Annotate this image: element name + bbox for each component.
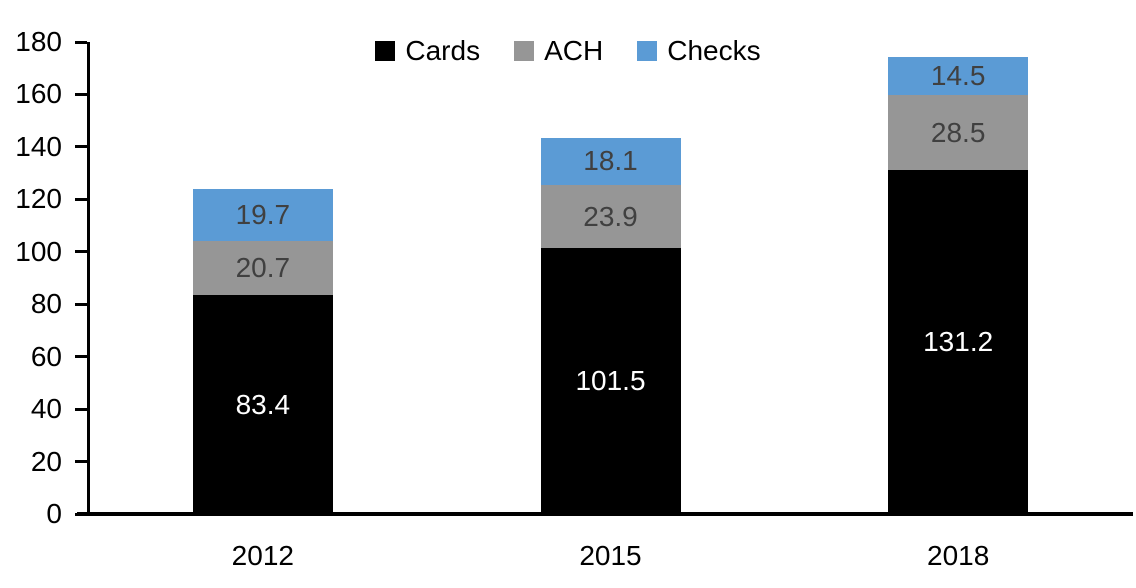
legend-label: Checks (667, 35, 761, 66)
bar-value-label: 101.5 (575, 364, 646, 396)
y-axis-tick-label: 100 (15, 235, 62, 267)
y-axis-tick (75, 355, 87, 359)
legend-marker-icon (375, 41, 396, 61)
x-axis-line (77, 512, 1133, 516)
bar-value-label: 23.9 (583, 200, 638, 232)
y-axis-tick-label: 0 (46, 498, 62, 529)
y-axis-tick-label: 160 (15, 78, 62, 110)
legend-item-ach: ACH (514, 37, 603, 65)
y-axis-tick-label: 60 (30, 340, 62, 372)
y-axis-tick (75, 92, 87, 96)
bar-value-label: 28.5 (930, 116, 986, 148)
y-axis-tick (75, 460, 87, 464)
x-axis-category-label: 2018 (927, 540, 990, 571)
bar-segment-ach-2015: 23.9 (540, 185, 681, 248)
bar-segment-cards-2015: 101.5 (540, 247, 681, 514)
bar-value-label: 83.4 (235, 388, 291, 420)
y-axis-tick (75, 250, 87, 254)
y-axis-tick-label: 40 (30, 393, 62, 425)
y-axis-tick-label: 180 (15, 26, 62, 57)
y-axis-tick (75, 512, 87, 516)
legend-item-checks: Checks (637, 35, 761, 66)
bar-segment-ach-2018: 28.5 (888, 95, 1029, 170)
bar-segment-cards-2018: 131.2 (888, 169, 1029, 514)
x-axis-category-label: 2015 (579, 540, 642, 571)
legend-item-cards: Cards (375, 37, 480, 65)
bar-value-label: 19.7 (235, 199, 291, 231)
bar-value-label: 20.7 (235, 252, 291, 284)
x-axis-category-label: 2012 (231, 540, 294, 571)
y-axis-line (87, 42, 90, 515)
y-axis-tick-label: 120 (15, 183, 62, 215)
y-axis-tick (75, 145, 87, 149)
bar-segment-checks-2012: 19.7 (192, 189, 333, 242)
bar-segment-cards-2012: 83.4 (192, 295, 333, 514)
y-axis-tick (75, 302, 87, 306)
y-axis-tick (75, 407, 87, 411)
bar-segment-checks-2018: 14.5 (888, 57, 1029, 96)
bar-segment-ach-2012: 20.7 (192, 241, 333, 296)
y-axis-tick-label: 140 (15, 130, 62, 162)
legend-label: Cards (405, 35, 481, 66)
legend-marker-icon (637, 41, 658, 61)
y-axis-tick (75, 197, 87, 201)
y-axis-tick-label: 20 (30, 445, 62, 477)
bar-segment-checks-2015: 18.1 (540, 137, 681, 186)
bar-value-label: 131.2 (923, 325, 994, 357)
legend-marker-icon (514, 41, 535, 61)
bar-value-label: 18.1 (583, 145, 638, 177)
y-axis-tick (75, 40, 87, 44)
legend-label: ACH (544, 35, 604, 66)
y-axis-tick-label: 80 (30, 288, 62, 320)
chart-legend: Cards ACH Checks (0, 36, 1136, 66)
bar-value-label: 14.5 (930, 60, 986, 92)
